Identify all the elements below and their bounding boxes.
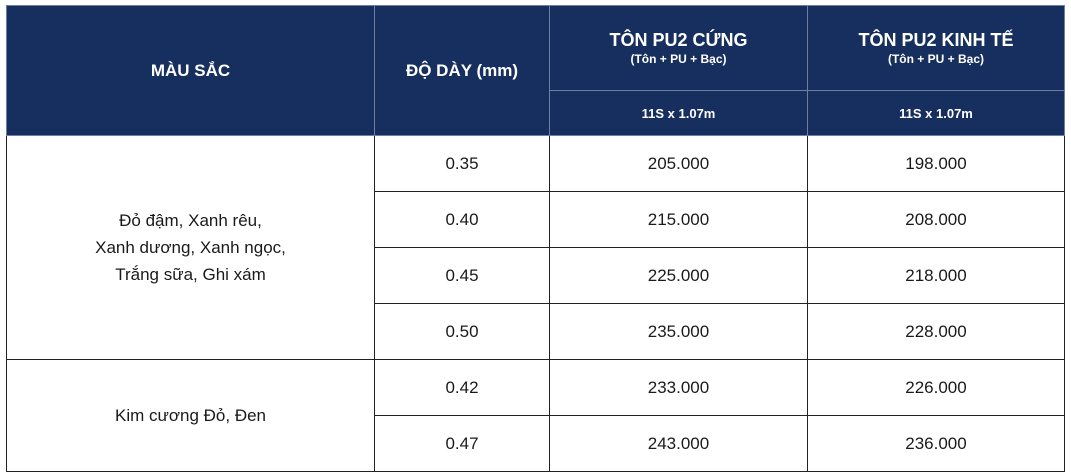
price-kinh-te-cell: 218.000 — [807, 247, 1065, 304]
color-line: Trắng sữa, Ghi xám — [115, 265, 266, 284]
thickness-cell: 0.50 — [374, 303, 550, 360]
product-dimension-cung: 11S x 1.07m — [549, 90, 808, 136]
product-name: TÔN PU2 KINH TẾ — [858, 30, 1014, 50]
table-row: Kim cương Đỏ, Đen 0.42 233.000 226.000 — [6, 359, 1065, 472]
price-cung-cell: 233.000 — [549, 359, 808, 416]
table-row: Đỏ đậm, Xanh rêu, Xanh dương, Xanh ngọc,… — [6, 135, 1065, 360]
price-cung-cell: 243.000 — [549, 415, 808, 472]
thickness-cell: 0.47 — [374, 415, 550, 472]
product-header-cung: TÔN PU2 CỨNG (Tôn + PU + Bạc) — [549, 5, 808, 91]
product-composition: (Tôn + PU + Bạc) — [630, 52, 727, 66]
price-kinh-te-cell: 198.000 — [807, 135, 1065, 192]
thickness-column-header: ĐỘ DÀY (mm) — [374, 5, 550, 136]
color-line: Xanh dương, Xanh ngọc, — [95, 238, 286, 257]
price-kinh-te-cell: 226.000 — [807, 359, 1065, 416]
table-row: 0.40 215.000 208.000 — [7, 191, 1065, 248]
table-row: 0.47 243.000 236.000 — [7, 415, 1065, 472]
price-kinh-te-cell: 236.000 — [807, 415, 1065, 472]
color-column-header: MÀU SẮC — [6, 5, 375, 136]
price-kinh-te-cell: 228.000 — [807, 303, 1065, 360]
color-group-cell: Kim cương Đỏ, Đen — [6, 359, 375, 472]
price-cung-cell: 215.000 — [549, 191, 808, 248]
thickness-cell: 0.45 — [374, 247, 550, 304]
product-composition: (Tôn + PU + Bạc) — [887, 52, 985, 66]
product-header-kinh-te: TÔN PU2 KINH TẾ (Tôn + PU + Bạc) — [807, 5, 1065, 91]
thickness-cell: 0.35 — [374, 135, 550, 192]
price-table-container: MÀU SẮC ĐỘ DÀY (mm) TÔN PU2 CỨNG (Tôn + … — [6, 5, 1065, 472]
price-table: MÀU SẮC ĐỘ DÀY (mm) TÔN PU2 CỨNG (Tôn + … — [6, 5, 1065, 472]
product-name: TÔN PU2 CỨNG — [609, 30, 748, 50]
color-group-cell: Đỏ đậm, Xanh rêu, Xanh dương, Xanh ngọc,… — [6, 135, 375, 360]
thickness-cell: 0.40 — [374, 191, 550, 248]
table-row: 0.45 225.000 218.000 — [7, 247, 1065, 304]
table-row: 0.50 235.000 228.000 — [7, 303, 1065, 360]
product-dimension-kinh-te: 11S x 1.07m — [807, 90, 1065, 136]
price-cung-cell: 225.000 — [549, 247, 808, 304]
color-line: Đỏ đậm, Xanh rêu, — [119, 211, 262, 230]
color-line: Kim cương Đỏ, Đen — [114, 406, 267, 425]
price-cung-cell: 205.000 — [549, 135, 808, 192]
price-kinh-te-cell: 208.000 — [807, 191, 1065, 248]
table-header: MÀU SẮC ĐỘ DÀY (mm) TÔN PU2 CỨNG (Tôn + … — [6, 5, 1065, 136]
table-body: Đỏ đậm, Xanh rêu, Xanh dương, Xanh ngọc,… — [6, 135, 1065, 472]
price-cung-cell: 235.000 — [549, 303, 808, 360]
thickness-cell: 0.42 — [374, 359, 550, 416]
